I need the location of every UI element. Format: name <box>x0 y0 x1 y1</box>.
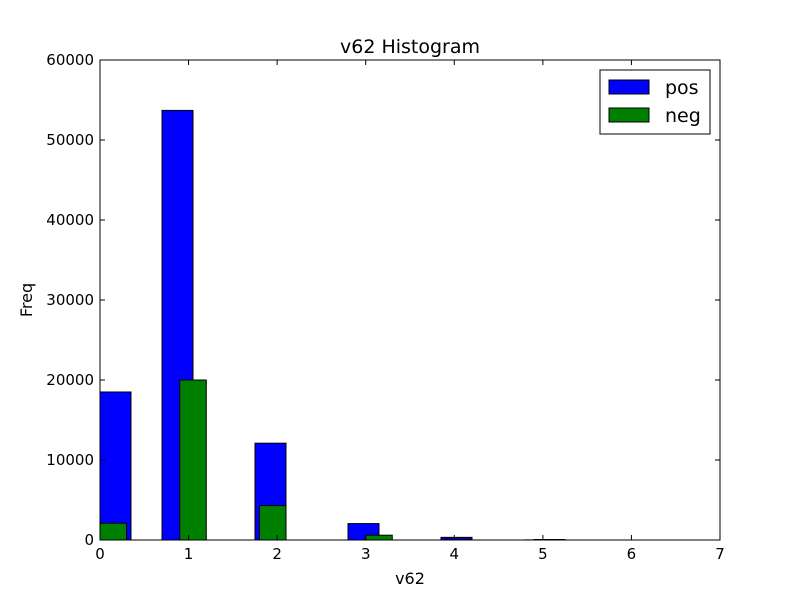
bar-pos-0 <box>99 391 132 541</box>
y-tick-label-3: 30000 <box>46 291 94 309</box>
x-tick-label-7: 7 <box>715 545 725 563</box>
x-tick-label-5: 5 <box>538 545 548 563</box>
x-tick-label-1: 1 <box>184 545 194 563</box>
bar-neg-1 <box>179 379 207 541</box>
x-tick-label-0: 0 <box>95 545 105 563</box>
legend: pos neg <box>599 69 711 135</box>
y-tick-label-6: 60000 <box>46 51 94 69</box>
y-tick-label-1: 10000 <box>46 451 94 469</box>
y-tick-label-2: 20000 <box>46 371 94 389</box>
x-tick-label-6: 6 <box>627 545 637 563</box>
legend-label-pos: pos <box>665 77 699 99</box>
bar-neg-0 <box>99 522 128 541</box>
ticks-group: 0 1 2 3 4 5 6 7 0 10000 20000 30000 40000 50000 60000 <box>46 51 724 563</box>
legend-swatch-neg <box>608 107 650 123</box>
y-axis-label: Freq <box>17 283 36 317</box>
bar-neg-2 <box>258 505 287 541</box>
legend-swatch-pos <box>608 79 650 95</box>
y-tick-label-0: 0 <box>84 531 94 549</box>
x-tick-label-4: 4 <box>450 545 460 563</box>
bar-neg-3 <box>365 534 393 541</box>
x-axis-label: v62 <box>395 569 425 588</box>
x-tick-label-3: 3 <box>361 545 371 563</box>
y-tick-label-5: 50000 <box>46 131 94 149</box>
bars-group <box>99 109 566 541</box>
chart-title: v62 Histogram <box>340 36 480 58</box>
y-tick-label-4: 40000 <box>46 211 94 229</box>
x-tick-label-2: 2 <box>272 545 282 563</box>
legend-label-neg: neg <box>665 105 701 127</box>
